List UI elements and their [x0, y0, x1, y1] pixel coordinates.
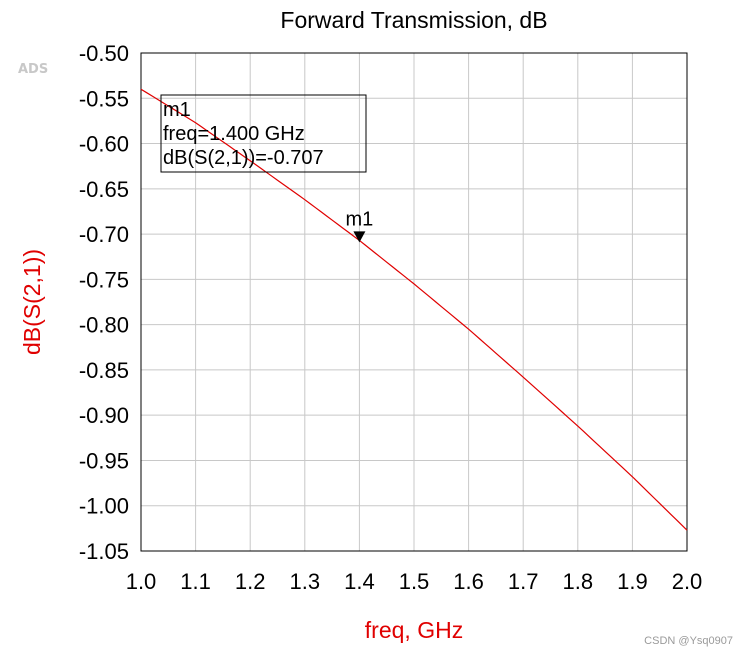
y-tick-label--0.85: -0.85 [79, 358, 129, 383]
chart-title: Forward Transmission, dB [280, 7, 547, 33]
x-tick-label-1.7: 1.7 [508, 569, 539, 594]
y-tick-label--0.65: -0.65 [79, 177, 129, 202]
y-tick-label--0.70: -0.70 [79, 222, 129, 247]
y-tick-label--0.50: -0.50 [79, 41, 129, 66]
x-tick-label-1.9: 1.9 [617, 569, 648, 594]
x-tick-label-1.2: 1.2 [235, 569, 266, 594]
series-line-dB-S21[interactable] [140, 88, 688, 531]
y-tick-label--0.95: -0.95 [79, 448, 129, 473]
readout-line-freq: freq=1.400 GHz [163, 123, 305, 145]
x-tick-label-1.0: 1.0 [126, 569, 157, 594]
x-axis-ticks: 1.0 1.1 1.2 1.3 1.4 1.5 1.6 1.7 1.8 1.9 2.0 [126, 569, 703, 594]
x-tick-label-1.1: 1.1 [180, 569, 211, 594]
y-tick-label--1.05: -1.05 [79, 539, 129, 564]
x-tick-label-1.6: 1.6 [453, 569, 484, 594]
y-axis-ticks: -0.50 -0.55 -0.60 -0.65 -0.70 -0.75 -0.80 -0.85… [79, 41, 129, 564]
y-tick-label--0.80: -0.80 [79, 313, 129, 338]
plot-grid [141, 53, 687, 551]
y-tick-label--0.75: -0.75 [79, 267, 129, 292]
marker-m1-triangle[interactable] [353, 231, 366, 243]
marker-readout-frame [160, 94, 367, 173]
y-axis-label: dB(S(2,1)) [19, 249, 45, 355]
x-tick-label-1.3: 1.3 [290, 569, 321, 594]
marker-m1[interactable]: m1 [346, 208, 374, 243]
readout-line-name: m1 [163, 99, 191, 121]
y-tick-label--1.00: -1.00 [79, 494, 129, 519]
plot-frame [140, 52, 688, 552]
x-tick-label-1.4: 1.4 [344, 569, 375, 594]
marker-m1-label: m1 [346, 208, 374, 230]
readout-line-value: dB(S(2,1))=-0.707 [163, 147, 324, 169]
marker-readout-box[interactable]: m1 freq=1.400 GHz dB(S(2,1))=-0.707 [160, 94, 367, 173]
x-axis-label: freq, GHz [365, 617, 463, 643]
y-tick-label--0.60: -0.60 [79, 132, 129, 157]
csdn-watermark: CSDN @Ysq0907 [644, 635, 733, 647]
x-tick-label-1.8: 1.8 [563, 569, 594, 594]
y-tick-label--0.90: -0.90 [79, 403, 129, 428]
x-tick-label-1.5: 1.5 [399, 569, 430, 594]
y-tick-label--0.55: -0.55 [79, 86, 129, 111]
x-tick-label-2.0: 2.0 [672, 569, 703, 594]
ads-logo: ADS [18, 62, 48, 77]
